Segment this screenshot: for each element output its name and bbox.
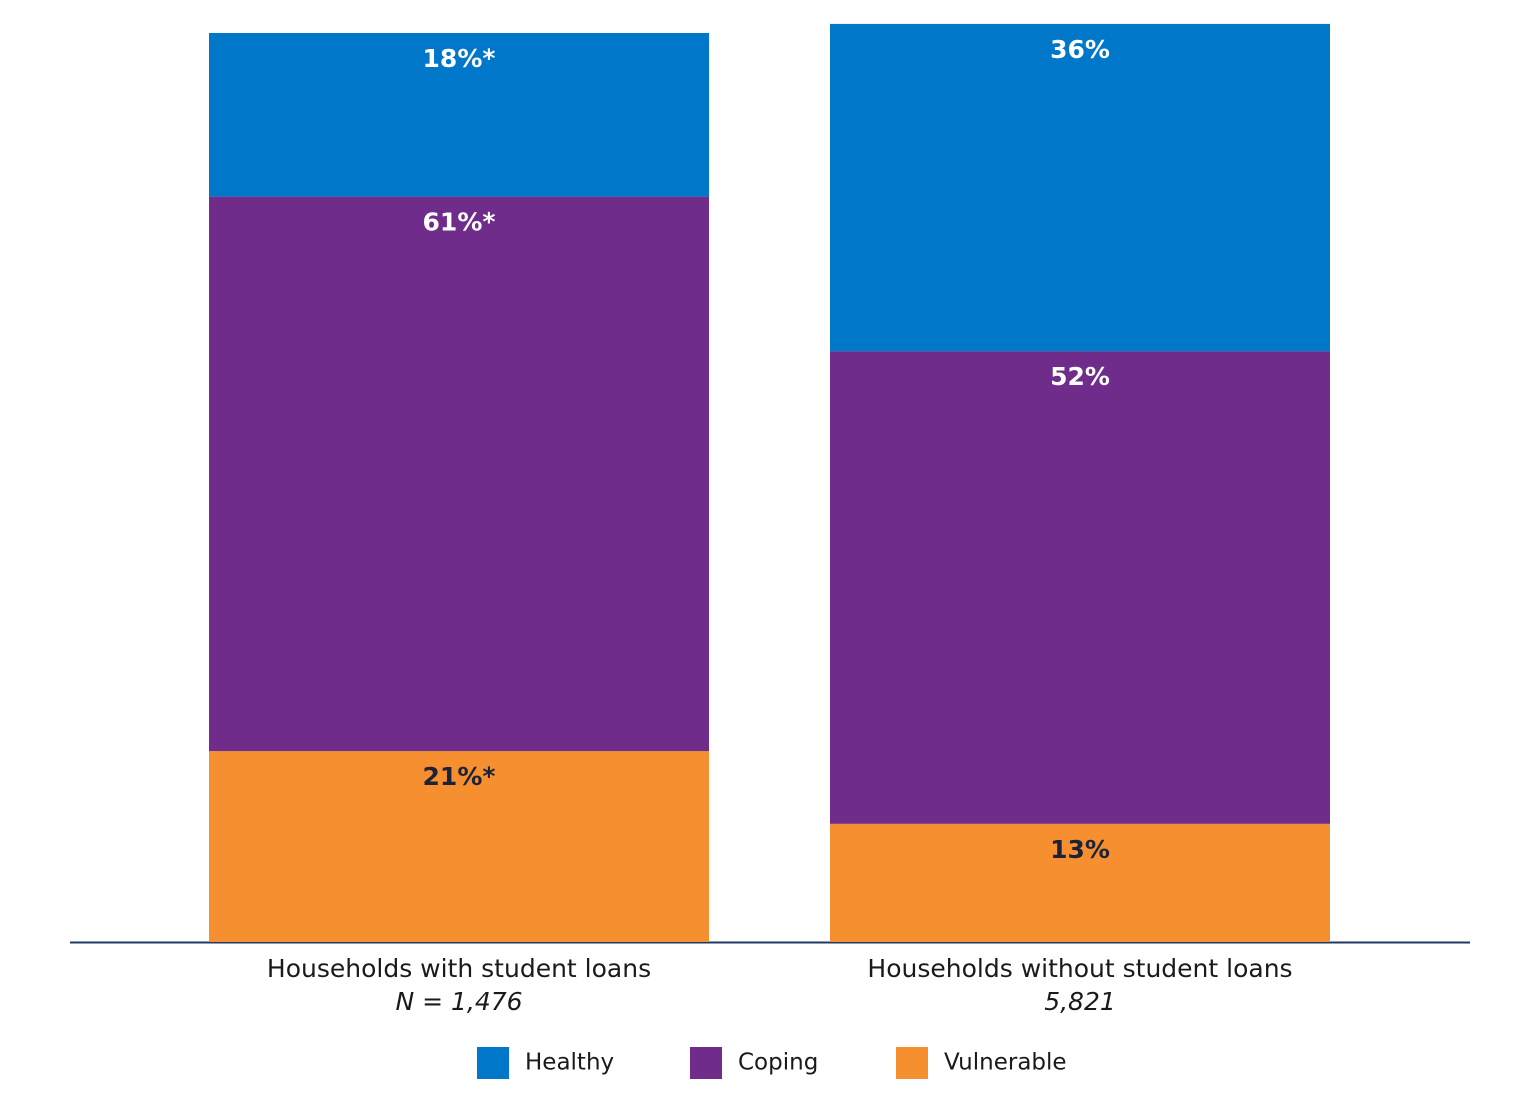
legend-label: Coping [738, 1050, 818, 1076]
legend-swatch [896, 1047, 928, 1079]
bar-segment [209, 196, 709, 752]
value-label: 36% [1050, 35, 1110, 64]
value-label: 13% [1050, 835, 1110, 864]
value-label: 61%* [423, 208, 496, 237]
legend-swatch [690, 1047, 722, 1079]
value-label: 21%* [423, 762, 496, 791]
sample-size: 5,821 [1044, 987, 1116, 1016]
legend-label: Vulnerable [944, 1050, 1067, 1076]
bar-segment [209, 751, 709, 942]
x-tick-label: Households without student loans [867, 954, 1292, 983]
sample-size: N = 1,476 [395, 987, 522, 1016]
x-tick-label: Households with student loans [267, 954, 651, 983]
legend-swatch [477, 1047, 509, 1079]
value-label: 52% [1050, 362, 1110, 391]
bar-segment [209, 33, 709, 197]
legend-label: Healthy [525, 1050, 614, 1076]
bar-segment [830, 351, 1330, 824]
value-label: 18%* [423, 44, 496, 73]
bar-segment [830, 23, 1330, 352]
bar-segment [830, 823, 1330, 942]
